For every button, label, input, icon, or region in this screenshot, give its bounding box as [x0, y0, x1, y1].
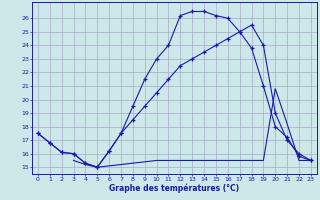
- X-axis label: Graphe des températures (°C): Graphe des températures (°C): [109, 183, 239, 193]
